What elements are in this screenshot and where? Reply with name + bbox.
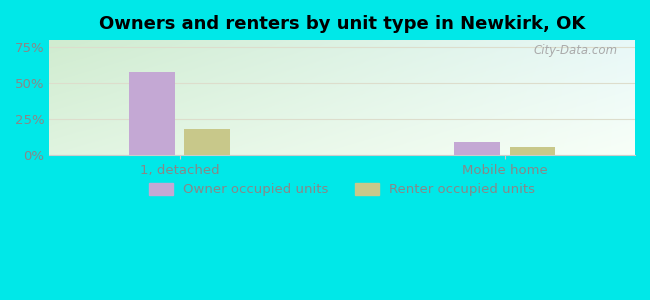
Legend: Owner occupied units, Renter occupied units: Owner occupied units, Renter occupied un… bbox=[144, 178, 541, 202]
Bar bbox=[129, 72, 175, 155]
Bar bbox=[185, 129, 230, 155]
Bar bbox=[510, 147, 555, 155]
Title: Owners and renters by unit type in Newkirk, OK: Owners and renters by unit type in Newki… bbox=[99, 15, 586, 33]
Text: City-Data.com: City-Data.com bbox=[533, 44, 618, 57]
Bar bbox=[454, 142, 500, 155]
